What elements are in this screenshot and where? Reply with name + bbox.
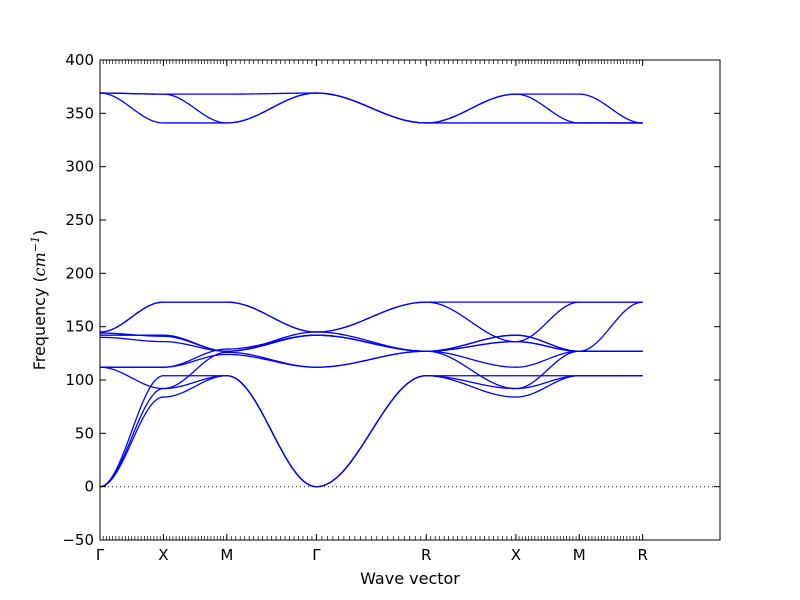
y-axis-label-main: Frequency ( [30,276,49,370]
y-tick-labels: −50 0 50 100 150 200 250 300 350 400 [62,51,94,549]
plot-frame [99,59,721,541]
series-branch-14 [100,92,643,124]
y-axis-label: Frequency (cm−1) [29,230,49,371]
x-tick-label-1: X [158,546,168,564]
series-group [99,92,643,488]
y-tick-label-4: 150 [65,318,94,336]
x-tick-label-6: M [573,546,586,564]
y-tick-label-8: 350 [65,104,94,122]
y-axis-label-close: ) [30,230,49,236]
y-tick-label-0: −50 [62,531,94,549]
y-tick-label-2: 50 [75,424,94,442]
tick-marks [99,59,720,541]
x-tick-label-5: X [511,546,521,564]
y-tick-label-1: 0 [84,478,94,496]
series-branch-9 [100,331,643,352]
y-tick-label-3: 100 [65,371,94,389]
x-tick-label-4: R [421,546,431,564]
x-tick-label-7: R [637,546,647,564]
x-tick-label-3: Γ [312,546,321,564]
y-axis-label-unit: cm [30,252,49,276]
series-branch-3 [99,375,643,488]
y-tick-label-7: 300 [65,158,94,176]
y-tick-label-5: 200 [65,264,94,282]
x-tick-label-0: Γ [96,546,105,564]
y-tick-label-6: 250 [65,211,94,229]
series-branch-11 [99,301,643,333]
y-axis-label-exponent: −1 [29,236,42,252]
x-axis-label: Wave vector [360,569,460,588]
y-tick-label-9: 400 [65,51,94,69]
x-tick-label-2: M [220,546,233,564]
